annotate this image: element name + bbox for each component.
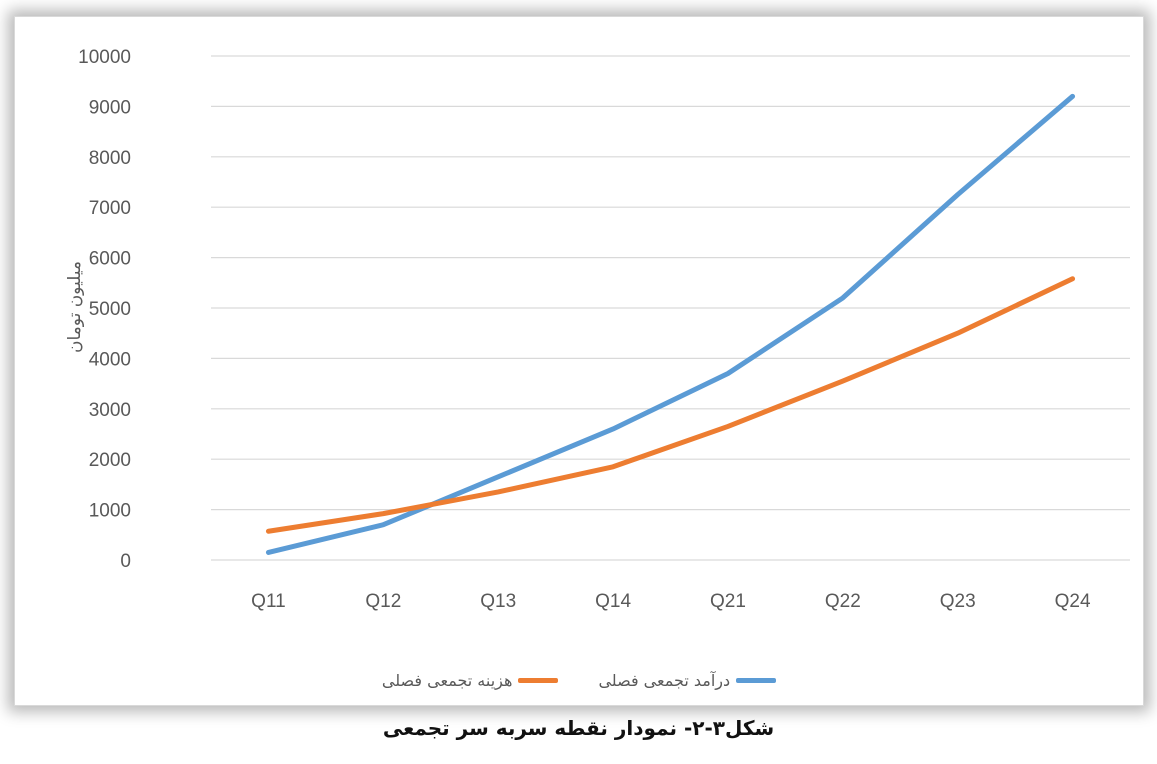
x-tick-label: Q21 [710,591,746,612]
x-tick-label: Q11 [251,591,286,612]
x-tick-label: Q12 [365,591,401,612]
legend-swatch-revenue [736,677,777,683]
y-tick-label: 8000 [89,148,131,169]
y-tick-label: 3000 [89,400,131,421]
y-axis-label: میلیون تومان [65,261,85,353]
x-tick-label: Q24 [1055,591,1091,612]
legend-label-cost: هزینه تجمعی فصلی [381,670,513,690]
y-tick-label: 7000 [89,198,131,219]
y-tick-label: 4000 [89,349,131,370]
series-line [265,93,1076,555]
line-chart: 0 1000 2000 3000 4000 5000 6000 7000 8000 9000 100… [78,47,1130,612]
y-tick-label: 9000 [89,97,131,118]
x-tick-label: Q23 [940,591,976,612]
legend-item-revenue: درآمد تجمعی فصلی [598,670,777,690]
figure-caption: شکل۳-۲- نمودار نقطه سربه سر تجمعی [382,716,775,740]
y-tick-label: 6000 [89,249,131,270]
series-line [265,276,1076,534]
legend-item-cost: هزینه تجمعی فصلی [382,671,559,690]
x-tick-label: Q13 [480,591,516,612]
chart-frame: 0 1000 2000 3000 4000 5000 6000 7000 8000 9000 100… [14,16,1144,706]
legend: درآمد تجمعی فصلی هزینه تجمعی فصلی [15,665,1143,695]
y-tick-label: 0 [120,551,131,572]
y-tick-label: 5000 [89,299,131,320]
x-tick-label: Q14 [595,591,631,612]
x-tick-label: Q22 [825,591,861,612]
legend-swatch-cost [518,677,559,683]
legend-label-revenue: درآمد تجمعی فصلی [598,670,731,690]
y-tick-label: 1000 [89,501,131,522]
y-tick-label: 2000 [89,450,131,471]
y-tick-label: 10000 [78,47,131,68]
